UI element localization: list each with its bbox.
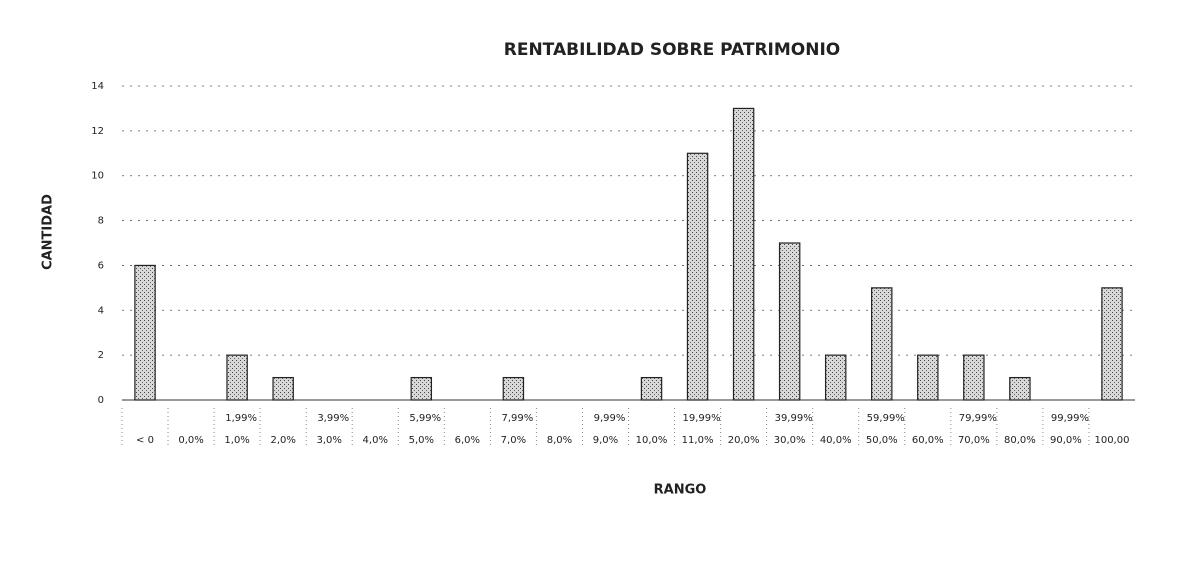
x-tick-label: 20,0% xyxy=(728,435,760,446)
bar xyxy=(871,287,893,401)
bar xyxy=(778,242,801,401)
y-tick-label: 6 xyxy=(98,260,104,271)
x-tick-label: 60,0% xyxy=(912,435,944,446)
x-tick-label: 50,0% xyxy=(866,435,898,446)
x-tick-label: 9,0% xyxy=(593,435,618,446)
x-tick-label: 90,0% xyxy=(1050,435,1082,446)
x-tick-label: 3,0% xyxy=(317,435,342,446)
bar xyxy=(272,376,294,401)
bar xyxy=(226,354,248,401)
x-tick-label: 2,0% xyxy=(270,435,295,446)
y-tick-label: 14 xyxy=(91,81,104,92)
y-tick-label: 8 xyxy=(98,216,104,227)
y-tick-label: 12 xyxy=(91,126,104,137)
x-tick-label: 4,0% xyxy=(363,435,388,446)
y-tick-label: 10 xyxy=(91,171,104,182)
bar xyxy=(824,354,847,401)
x-tick-label: 30,0% xyxy=(774,435,806,446)
x-range-label: 79,99% xyxy=(959,413,997,424)
x-tick-label: 40,0% xyxy=(820,435,852,446)
bar xyxy=(134,264,156,401)
bar xyxy=(963,354,985,401)
x-tick-label: 10,0% xyxy=(636,435,668,446)
x-range-label: 59,99% xyxy=(867,413,905,424)
x-range-label: 3,99% xyxy=(317,413,349,424)
x-tick-label: 70,0% xyxy=(958,435,990,446)
x-tick-label: 7,0% xyxy=(501,435,526,446)
y-axis-title: CANTIDAD xyxy=(41,194,56,270)
bar xyxy=(1009,376,1031,401)
x-range-label: 9,99% xyxy=(594,413,626,424)
bar xyxy=(502,376,525,401)
x-tick-label: 100,00 xyxy=(1094,435,1129,446)
x-tick-label: 6,0% xyxy=(455,435,480,446)
y-tick-label: 2 xyxy=(98,350,104,361)
y-tick-label: 4 xyxy=(98,305,104,316)
x-range-label: 7,99% xyxy=(501,413,533,424)
bar xyxy=(686,152,709,401)
chart-title: RENTABILIDAD SOBRE PATRIMONIO xyxy=(504,40,841,60)
x-tick-label: < 0 xyxy=(136,435,154,446)
x-axis-title: RANGO xyxy=(654,483,707,498)
x-tick-label: 11,0% xyxy=(682,435,714,446)
bar xyxy=(732,107,755,401)
bar xyxy=(640,376,663,401)
bar xyxy=(1101,287,1123,401)
x-tick-label: 8,0% xyxy=(547,435,572,446)
x-range-label: 1,99% xyxy=(225,413,257,424)
x-tick-label: 0,0% xyxy=(178,435,203,446)
y-tick-label: 0 xyxy=(98,395,104,406)
x-range-label: 5,99% xyxy=(409,413,441,424)
bar xyxy=(917,354,939,401)
x-range-label: 39,99% xyxy=(775,413,813,424)
x-tick-label: 1,0% xyxy=(224,435,249,446)
x-tick-label: 5,0% xyxy=(409,435,434,446)
bar xyxy=(410,376,433,401)
x-range-label: 99,99% xyxy=(1051,413,1089,424)
x-range-label: 19,99% xyxy=(682,413,720,424)
x-tick-label: 80,0% xyxy=(1004,435,1036,446)
